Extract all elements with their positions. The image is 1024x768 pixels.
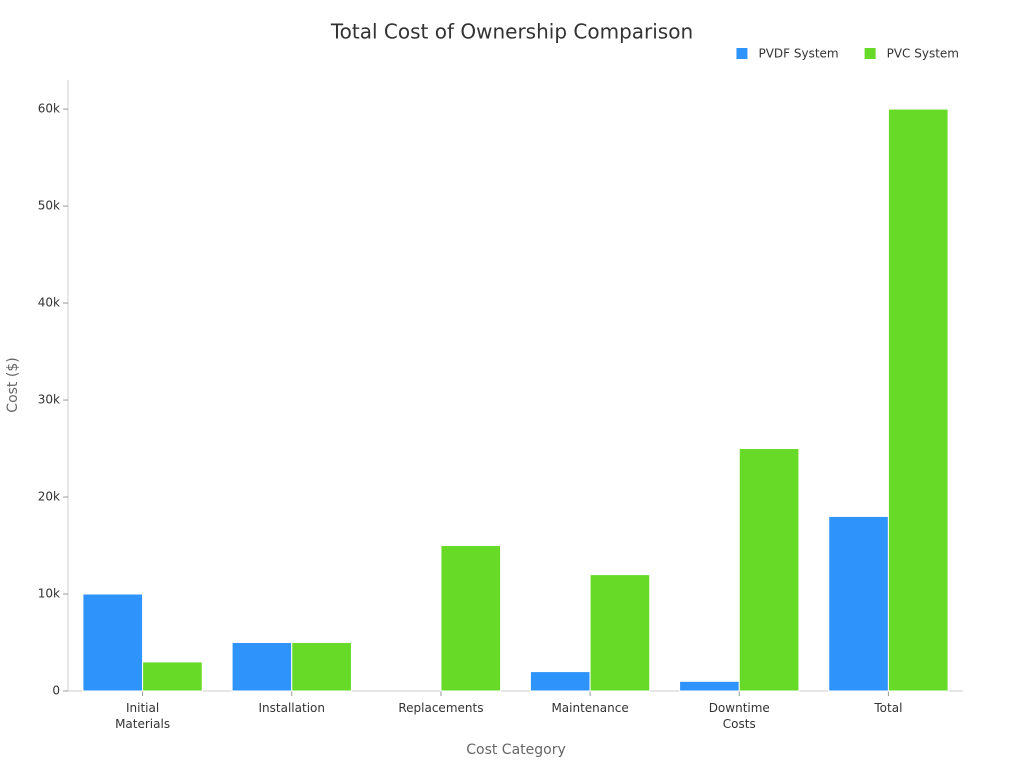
x-tick-label: Downtime Costs xyxy=(708,701,770,731)
y-tick-label: 50k xyxy=(38,199,60,213)
chart-title: Total Cost of Ownership Comparison xyxy=(330,20,693,44)
legend-swatch xyxy=(736,48,748,59)
y-tick-label: 0 xyxy=(52,684,60,698)
bar xyxy=(679,680,740,692)
x-tick-label: Replacements xyxy=(398,701,484,715)
bar xyxy=(82,593,144,692)
x-tick-label: Initial Materials xyxy=(115,701,171,731)
y-axis-title: Cost ($) xyxy=(5,357,21,412)
bar xyxy=(231,642,293,692)
bar xyxy=(887,108,949,692)
bar xyxy=(142,661,203,692)
y-tick-label: 30k xyxy=(38,393,60,407)
bar xyxy=(738,448,800,692)
y-tick-label: 10k xyxy=(38,587,60,601)
bar xyxy=(440,545,502,692)
legend-label: PVC System xyxy=(887,47,959,61)
y-tick-label: 20k xyxy=(38,490,60,504)
x-axis-title: Cost Category xyxy=(466,742,566,758)
bar xyxy=(529,671,591,692)
legend-label: PVDF System xyxy=(758,47,838,61)
bar xyxy=(291,642,352,692)
bar xyxy=(589,574,651,692)
y-tick-label: 40k xyxy=(38,296,60,310)
legend-swatch xyxy=(864,48,876,59)
x-tick-label: Maintenance xyxy=(551,701,629,715)
x-tick-label: Installation xyxy=(258,701,325,715)
x-tick-label: Total xyxy=(874,701,903,715)
y-tick-label: 60k xyxy=(38,102,60,116)
bar xyxy=(828,515,889,692)
